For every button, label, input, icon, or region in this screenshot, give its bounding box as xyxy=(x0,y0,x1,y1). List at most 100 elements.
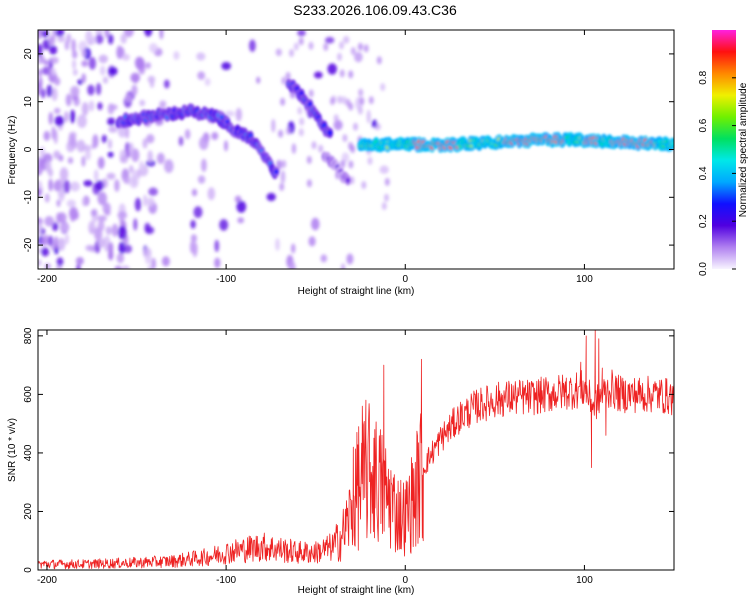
noise-blob xyxy=(193,206,203,218)
noise-blob xyxy=(214,257,221,269)
noise-blob xyxy=(41,247,50,257)
noise-blob xyxy=(71,38,76,53)
noise-blob xyxy=(139,160,144,171)
noise-blob xyxy=(366,109,371,124)
noise-blob xyxy=(102,76,109,84)
noise-blob xyxy=(38,43,43,57)
noise-blob xyxy=(380,83,386,92)
y-tick-label: 0 xyxy=(23,146,34,152)
noise-blob xyxy=(53,150,61,159)
x-tick-label: -200 xyxy=(37,274,57,285)
noise-blob xyxy=(99,65,106,76)
track-core xyxy=(327,130,333,136)
noise-blob xyxy=(285,72,291,80)
feature-branch xyxy=(285,78,334,139)
snr-series-line xyxy=(38,330,674,570)
noise-blob xyxy=(381,202,387,211)
noise-blob xyxy=(55,30,65,37)
noise-blob xyxy=(145,159,156,167)
noise-blob xyxy=(204,77,211,86)
noise-blob xyxy=(149,43,158,53)
snr-y-axis-label: SNR (10 * v/v) xyxy=(7,418,18,482)
noise-blob xyxy=(38,259,42,267)
noise-blob xyxy=(341,152,350,163)
noise-blob xyxy=(38,188,42,198)
noise-blob xyxy=(77,79,83,86)
noise-blob xyxy=(108,242,114,254)
noise-blob xyxy=(38,225,42,237)
noise-blob xyxy=(104,30,110,38)
noise-blob xyxy=(190,219,196,229)
noise-blob xyxy=(81,73,86,84)
noise-blob xyxy=(291,143,297,154)
noise-blob xyxy=(285,126,291,135)
y-tick-label: 600 xyxy=(23,386,34,403)
x-tick-label: 100 xyxy=(576,575,593,586)
track-core xyxy=(345,177,351,183)
noise-blob xyxy=(197,175,206,184)
noise-blob xyxy=(82,197,87,207)
noise-blob xyxy=(342,36,350,44)
noise-blob xyxy=(43,59,49,66)
noise-blob xyxy=(121,265,130,269)
noise-blob xyxy=(88,100,95,112)
noise-blob xyxy=(38,82,43,96)
y-tick-label: -20 xyxy=(23,237,34,252)
noise-blob xyxy=(353,122,358,131)
noise-blob xyxy=(308,236,316,247)
noise-blob xyxy=(87,84,95,96)
noise-blob xyxy=(131,84,138,96)
noise-blob xyxy=(156,152,165,165)
noise-blob xyxy=(42,153,53,164)
noise-blob xyxy=(146,134,155,144)
noise-blob xyxy=(51,126,56,140)
colorbar-label: Normalized spectral amplitude xyxy=(738,82,749,217)
noise-blob xyxy=(339,69,345,78)
noise-blob xyxy=(54,107,61,114)
noise-blob xyxy=(136,169,142,179)
noise-blob xyxy=(88,36,97,45)
noise-blob xyxy=(346,253,354,265)
noise-blob xyxy=(57,237,66,251)
noise-blob xyxy=(197,71,206,80)
noise-blob xyxy=(108,250,114,261)
noise-blob xyxy=(77,114,87,128)
noise-blob xyxy=(48,178,53,192)
noise-blob xyxy=(97,238,106,248)
noise-blob xyxy=(66,199,76,208)
noise-blob xyxy=(342,134,348,143)
noise-blob xyxy=(41,30,49,38)
noise-blob xyxy=(121,53,130,61)
noise-blob xyxy=(41,88,46,99)
track-core xyxy=(307,101,313,107)
snr-frame xyxy=(37,329,675,571)
noise-blob xyxy=(47,235,54,247)
noise-blob xyxy=(221,62,232,70)
noise-blob xyxy=(120,33,127,44)
chart-title: S233.2026.106.09.43.C36 xyxy=(293,2,457,18)
noise-blob xyxy=(70,85,80,97)
noise-blob xyxy=(278,129,284,138)
noise-blob xyxy=(97,191,107,206)
noise-blob xyxy=(63,180,71,194)
noise-blob xyxy=(38,165,43,176)
colorbar-ticks: 0.0 0.2 0.4 0.6 0.8 xyxy=(698,70,736,276)
noise-blob xyxy=(44,263,51,269)
noise-blob xyxy=(333,119,343,131)
noise-blob xyxy=(107,151,114,158)
noise-blob xyxy=(145,255,153,265)
noise-blob xyxy=(348,142,354,150)
noise-blob xyxy=(289,49,294,57)
noise-blob xyxy=(345,98,351,107)
colorbar-gradient xyxy=(712,30,736,269)
noise-blob xyxy=(52,222,59,232)
snr-panel: -200 -100 0 100 0 200 400 600 800 Height of stra… xyxy=(7,327,675,596)
noise-blob xyxy=(148,187,158,196)
noise-blob xyxy=(173,51,180,60)
noise-blob xyxy=(291,243,296,254)
noise-blob xyxy=(144,30,153,37)
x-tick-label: 100 xyxy=(576,274,593,285)
noise-blob xyxy=(108,126,118,133)
